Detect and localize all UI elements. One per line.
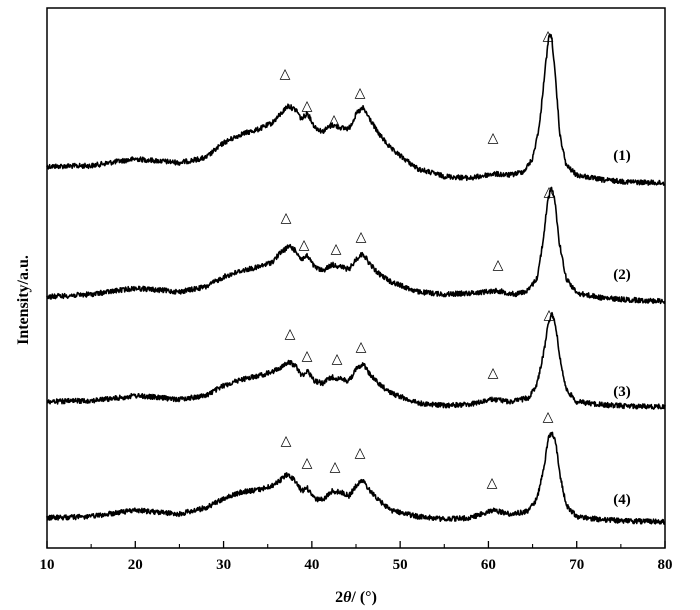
pattern-label-1: (1) (613, 148, 631, 164)
series-line-3 (46, 311, 666, 410)
peak-marker-3-5: △ (488, 365, 499, 381)
peak-marker-2-1: △ (281, 210, 292, 226)
x-tick-label-80: 80 (658, 557, 673, 573)
peak-marker-2-3: △ (331, 241, 342, 257)
peak-marker-3-6: △ (544, 307, 555, 323)
peak-marker-4-2: △ (302, 455, 313, 471)
peak-marker-4-4: △ (355, 445, 366, 461)
peak-marker-3-1: △ (285, 326, 296, 342)
x-tick-label-30: 30 (216, 557, 231, 573)
y-axis-title: Intensity/a.u. (15, 255, 32, 345)
peak-marker-2-2: △ (299, 237, 310, 253)
peak-marker-3-4: △ (356, 339, 367, 355)
peak-marker-layer: △ △ △ △ △ △ △ △ △ △ △ △ △ △ △ △ △ △ △ △ △ △ △ △ (280, 28, 555, 491)
x-tick-label-50: 50 (393, 557, 408, 573)
x-axis-title-theta: θ (343, 589, 352, 606)
peak-marker-2-6: △ (544, 184, 555, 200)
pattern-label-4: (4) (613, 492, 631, 508)
x-tick-label-20: 20 (128, 557, 143, 573)
pattern-label-2: (2) (613, 267, 631, 283)
peak-marker-1-1: △ (280, 66, 291, 82)
x-axis-title: 2θ/ (°) (335, 589, 377, 606)
peak-marker-3-3: △ (332, 351, 343, 367)
x-axis-title-unit: / (°) (350, 589, 377, 606)
series-line-1 (46, 33, 666, 186)
x-tick-label-40: 40 (304, 557, 319, 573)
series-line-2 (46, 186, 666, 305)
peak-marker-1-3: △ (329, 112, 340, 128)
peak-marker-1-6: △ (543, 28, 554, 44)
pattern-label-layer: (1) (2) (3) (4) (613, 148, 631, 508)
series-line-4 (46, 431, 666, 525)
x-tick-label-10: 10 (40, 557, 55, 573)
peak-marker-4-5: △ (487, 475, 498, 491)
x-tick-label-60: 60 (481, 557, 496, 573)
series-layer (46, 33, 666, 525)
peak-marker-4-1: △ (281, 433, 292, 449)
peak-marker-2-5: △ (493, 257, 504, 273)
peak-marker-1-5: △ (488, 130, 499, 146)
peak-marker-1-4: △ (355, 85, 366, 101)
x-axis-title-main: 2 (335, 589, 343, 606)
peak-marker-4-3: △ (330, 459, 341, 475)
x-tick-label-70: 70 (569, 557, 584, 573)
x-axis-ticks: 10 20 30 40 50 60 70 80 (40, 541, 673, 573)
peak-marker-2-4: △ (356, 229, 367, 245)
peak-marker-1-2: △ (302, 98, 313, 114)
peak-marker-4-6: △ (543, 409, 554, 425)
peak-marker-3-2: △ (302, 348, 313, 364)
pattern-label-3: (3) (613, 384, 631, 400)
